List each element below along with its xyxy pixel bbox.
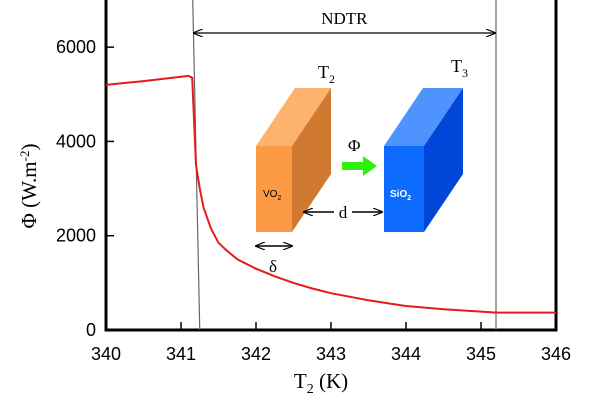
- axis-tick-labels: 340 341 342 343 344 345 346 0 2000 4000 6000: [56, 37, 571, 364]
- x-axis-label-unit: (K): [314, 369, 348, 393]
- d-label-bg: [334, 202, 352, 222]
- x-tick-label: 340: [91, 344, 121, 364]
- sio2-label-sub: 2: [407, 195, 411, 202]
- x-tick-label: 346: [541, 344, 571, 364]
- sio2-slab-side: [424, 88, 463, 232]
- y-axis-label: Φ (W.m-2): [17, 144, 41, 229]
- sio2-label: SiO2: [390, 189, 411, 202]
- y-axis-label-close: ): [17, 144, 41, 151]
- y-tick-label: 4000: [56, 131, 96, 151]
- y-tick-label: 6000: [56, 37, 96, 57]
- x-axis-label-main: T: [294, 369, 307, 393]
- sio2-label-main: SiO: [390, 189, 407, 200]
- t3-label: T3: [451, 56, 468, 80]
- x-tick-label: 341: [166, 344, 196, 364]
- sio2-slab-top: [384, 88, 463, 146]
- t2-label-sub: 2: [329, 72, 335, 86]
- sio2-slab-front: [384, 146, 424, 232]
- series-line: [105, 74, 556, 314]
- vo2-label-sub: 2: [277, 195, 281, 202]
- y-tick-label: 2000: [56, 226, 96, 246]
- x-tick-label: 344: [391, 344, 421, 364]
- flux-arrow-head: [363, 156, 377, 176]
- vo2-label-main: VO: [263, 189, 278, 200]
- vo2-label: VO2: [263, 189, 281, 202]
- flux-arrow: [342, 156, 377, 176]
- y-axis-label-unit: (W.m: [17, 161, 41, 213]
- d-label: d: [339, 203, 348, 222]
- y-axis-label-symbol: Φ: [17, 213, 41, 228]
- sio2-slab: SiO2: [384, 88, 463, 232]
- t2-label: T2: [318, 62, 335, 86]
- phi-annotation: Φ: [348, 136, 360, 155]
- vo2-slab-front: [256, 146, 292, 232]
- x-tick-label: 343: [316, 344, 346, 364]
- ndtr-label: NDTR: [321, 9, 368, 28]
- y-tick-label: 0: [86, 320, 96, 340]
- flux-arrow-body: [342, 162, 364, 170]
- t2-label-main: T: [318, 62, 329, 82]
- x-tick-label: 342: [241, 344, 271, 364]
- delta-label: δ: [269, 257, 277, 276]
- x-axis-label-sub: 2: [307, 382, 314, 397]
- vo2-slab-top: [256, 88, 331, 146]
- x-axis-label: T2 (K): [294, 369, 348, 397]
- t3-label-sub: 3: [462, 66, 468, 80]
- y-axis-label-sup: -2: [17, 151, 32, 162]
- vo2-slab: VO2: [256, 88, 331, 232]
- axis-ticks: [105, 46, 557, 331]
- x-tick-label: 345: [466, 344, 496, 364]
- vo2-slab-side: [292, 88, 331, 232]
- t3-label-main: T: [451, 56, 462, 76]
